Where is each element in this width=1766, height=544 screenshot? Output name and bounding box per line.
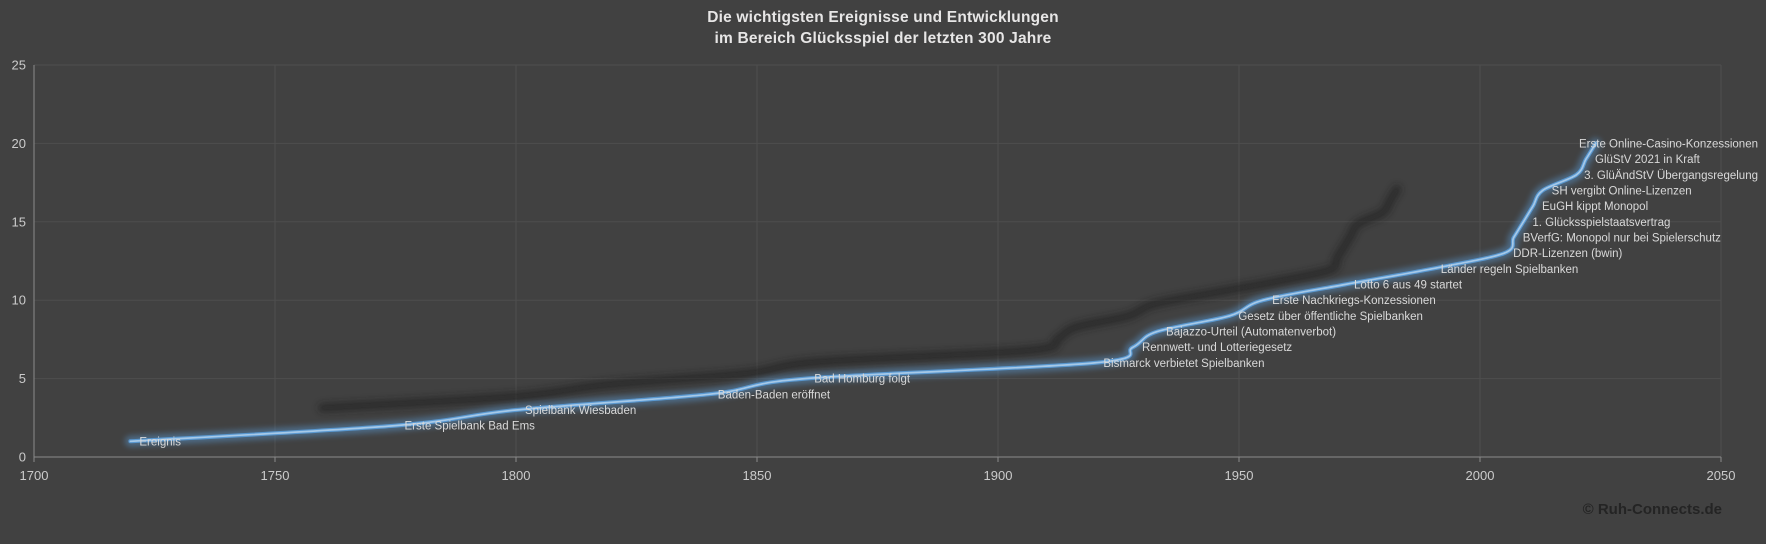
- chart-title: Die wichtigsten Ereignisse und Entwicklu…: [0, 7, 1766, 49]
- event-label: GlüStV 2021 in Kraft: [1595, 154, 1701, 166]
- chart-title-line1: Die wichtigsten Ereignisse und Entwicklu…: [707, 9, 1059, 26]
- event-labels: Ereignis Erste Spielbank Bad Ems Spielbank…: [139, 138, 1758, 448]
- event-label: 3. GlüÄndStV Übergangsregelung: [1584, 170, 1758, 182]
- event-label: EuGH kippt Monopol: [1542, 201, 1648, 213]
- copyright-text: © Ruh-Connects.de: [1582, 501, 1722, 518]
- x-tick-label: 2000: [1466, 468, 1495, 483]
- y-tick-label: 0: [19, 450, 26, 465]
- event-label: Bajazzo-Urteil (Automatenverbot): [1166, 327, 1336, 339]
- event-label: BVerfG: Monopol nur bei Spielerschutz: [1523, 232, 1721, 244]
- event-line: [124, 137, 1602, 447]
- axis-lines: [33, 65, 1722, 462]
- event-label: SH vergibt Online-Lizenzen: [1552, 185, 1692, 197]
- event-line-glow: [124, 137, 1602, 447]
- x-tick-label: 1700: [20, 468, 49, 483]
- x-tick-label: 1950: [1225, 468, 1254, 483]
- event-label: Spielbank Wiesbaden: [525, 405, 636, 417]
- event-label: 1. Glücksspielstaatsvertrag: [1532, 217, 1670, 229]
- event-line-mid: [128, 141, 1598, 444]
- y-tick-label: 15: [12, 214, 26, 229]
- event-label: Rennwett- und Lotteriegesetz: [1142, 342, 1292, 354]
- y-tick-label: 10: [12, 293, 26, 308]
- event-label: Baden-Baden eröffnet: [718, 389, 831, 401]
- event-label: Bad Homburg folgt: [814, 374, 911, 386]
- axis-tick-labels: 0 5 10 15 20 25 1700 1750 1800 1850 1900 1950 2000 20…: [12, 58, 1736, 484]
- y-tick-label: 5: [19, 371, 26, 386]
- event-label: Ereignis: [139, 436, 181, 448]
- event-label: Lotto 6 aus 49 startet: [1354, 280, 1463, 292]
- event-label: Erste Nachkriegs-Konzessionen: [1272, 295, 1436, 307]
- x-tick-label: 1800: [502, 468, 531, 483]
- event-label: Gesetz über öffentliche Spielbanken: [1238, 311, 1423, 323]
- x-tick-label: 1750: [261, 468, 290, 483]
- chart-title-line2: im Bereich Glücksspiel der letzten 300 J…: [714, 30, 1052, 47]
- line-shadow: [318, 184, 1402, 413]
- event-line-shadow: [318, 184, 1402, 413]
- event-line-core: [129, 142, 1597, 443]
- y-tick-label: 20: [12, 136, 26, 151]
- x-tick-label: 2050: [1707, 468, 1736, 483]
- x-tick-label: 1900: [984, 468, 1013, 483]
- event-label: Bismarck verbietet Spielbanken: [1103, 358, 1264, 370]
- event-label: Erste Spielbank Bad Ems: [405, 421, 536, 433]
- event-label: DDR-Lizenzen (bwin): [1513, 248, 1622, 260]
- event-label: Erste Online-Casino-Konzessionen: [1579, 138, 1758, 150]
- y-tick-label: 25: [12, 58, 26, 73]
- x-tick-label: 1850: [743, 468, 772, 483]
- event-label: Länder regeln Spielbanken: [1441, 264, 1578, 276]
